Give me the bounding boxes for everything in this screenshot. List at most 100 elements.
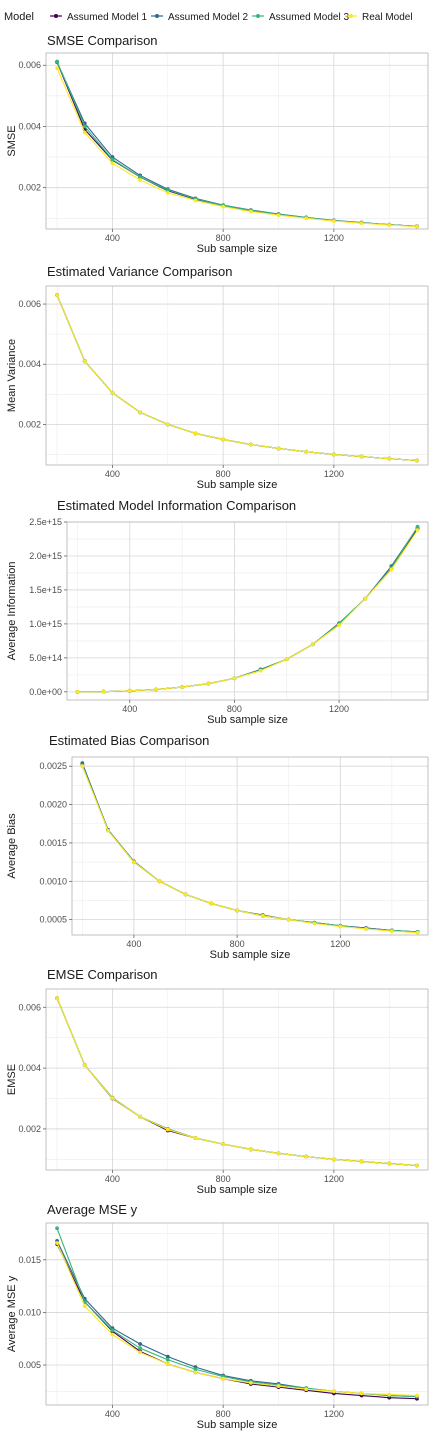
x-tick-label: 800 [230, 939, 245, 949]
data-point [165, 422, 170, 427]
data-point [106, 828, 111, 833]
data-point [127, 688, 132, 693]
data-point [415, 930, 420, 935]
y-tick-label: 0.0010 [39, 876, 67, 886]
data-point [331, 1389, 336, 1394]
data-point [82, 359, 87, 364]
data-point [138, 1350, 143, 1355]
data-point [165, 188, 170, 193]
data-point [310, 642, 315, 647]
data-point [286, 917, 291, 922]
y-tick-label: 0.002 [18, 419, 41, 429]
y-tick-label: 0.010 [18, 1307, 41, 1317]
x-tick-label: 1200 [324, 1409, 344, 1419]
series-line-real-model [56, 1242, 417, 1397]
data-point [331, 452, 336, 457]
x-tick-label: 400 [105, 233, 120, 243]
series-line-assumed-model-2 [56, 997, 417, 1166]
y-tick-label: 5.0e+14 [29, 653, 62, 663]
legend-key-marker [349, 14, 353, 18]
legend-label: Real Model [362, 12, 413, 23]
data-point [389, 567, 394, 572]
data-point [138, 1114, 143, 1119]
y-tick-label: 1.5e+15 [29, 585, 62, 595]
y-tick-label: 0.006 [18, 1002, 41, 1012]
series-line-real-model [56, 294, 417, 462]
data-point [193, 1370, 198, 1375]
data-point [337, 623, 341, 628]
data-point [235, 908, 240, 913]
data-point [209, 901, 214, 906]
plot-border [45, 1222, 429, 1406]
data-point [258, 668, 263, 673]
chart-panel-5: EMSE Comparison 400 800 1200 0.002 0.004 0.006… [6, 967, 429, 1196]
legend-label: Assumed Model 3 [269, 12, 349, 23]
data-point [387, 456, 392, 461]
x-tick-label: 800 [216, 1174, 231, 1184]
series-line-assumed-model-3 [56, 294, 417, 462]
data-point [55, 293, 59, 297]
data-point [221, 1376, 226, 1381]
y-tick-label: 0.0005 [39, 915, 67, 925]
data-point [82, 130, 87, 135]
series-line-assumed-model-2 [56, 294, 417, 462]
legend-label: Assumed Model 1 [67, 12, 147, 23]
plot-border [45, 52, 429, 230]
data-point [138, 178, 143, 182]
data-point [415, 458, 419, 463]
series-line-assumed-model-1 [56, 294, 417, 462]
data-point [221, 437, 226, 442]
data-point [80, 764, 85, 769]
data-point [276, 1151, 281, 1156]
legend-item-assumed-model-1: Assumed Model 1 [50, 12, 147, 23]
data-point [221, 1142, 226, 1147]
series-line-real-model [56, 997, 417, 1166]
y-tick-label: 0.0020 [39, 800, 67, 810]
data-point [138, 1346, 143, 1351]
x-axis-label: Sub sample size [207, 714, 288, 726]
data-point [284, 657, 289, 662]
data-point [165, 1354, 170, 1359]
data-point [248, 1381, 253, 1385]
data-point [138, 410, 143, 415]
data-point [248, 442, 253, 447]
plot-border [45, 285, 429, 466]
chart-title: Estimated Variance Comparison [47, 264, 232, 279]
data-point [359, 221, 364, 226]
data-point [165, 1357, 170, 1362]
data-point [331, 1157, 336, 1162]
data-point [338, 924, 343, 929]
data-point [248, 209, 253, 214]
series-line-assumed-model-2 [77, 527, 418, 693]
y-tick-label: 0.0025 [39, 761, 67, 771]
x-tick-label: 800 [216, 1409, 231, 1419]
data-point [110, 390, 115, 395]
legend-key-marker [155, 14, 159, 18]
series-line-assumed-model-2 [81, 762, 418, 933]
x-tick-label: 1200 [324, 233, 344, 243]
data-point [183, 892, 188, 897]
data-point [359, 1391, 364, 1396]
data-point [276, 446, 281, 451]
data-point [248, 1147, 253, 1152]
data-point [276, 213, 281, 218]
data-point [55, 1226, 59, 1231]
chart-title: Average MSE y [47, 1202, 138, 1217]
data-point [193, 198, 198, 203]
x-axis-label: Sub sample size [210, 949, 291, 961]
plot-border [45, 988, 429, 1171]
y-axis-label: EMSE [6, 1064, 18, 1095]
chart-panel-1: SMSE Comparison 400 800 1200 0.002 0.004 0.006… [6, 33, 429, 255]
data-point [206, 681, 211, 686]
data-point [82, 1063, 87, 1067]
x-axis-label: Sub sample size [197, 1184, 278, 1196]
y-axis-label: Mean Variance [6, 339, 18, 412]
data-point [232, 676, 237, 681]
data-point [101, 689, 106, 694]
y-axis-label: SMSE [6, 125, 18, 156]
legend-key-marker [256, 14, 260, 18]
plot-border [71, 756, 429, 936]
x-axis-label: Sub sample size [197, 243, 278, 255]
data-point [364, 926, 368, 931]
x-tick-label: 1200 [324, 1174, 344, 1184]
